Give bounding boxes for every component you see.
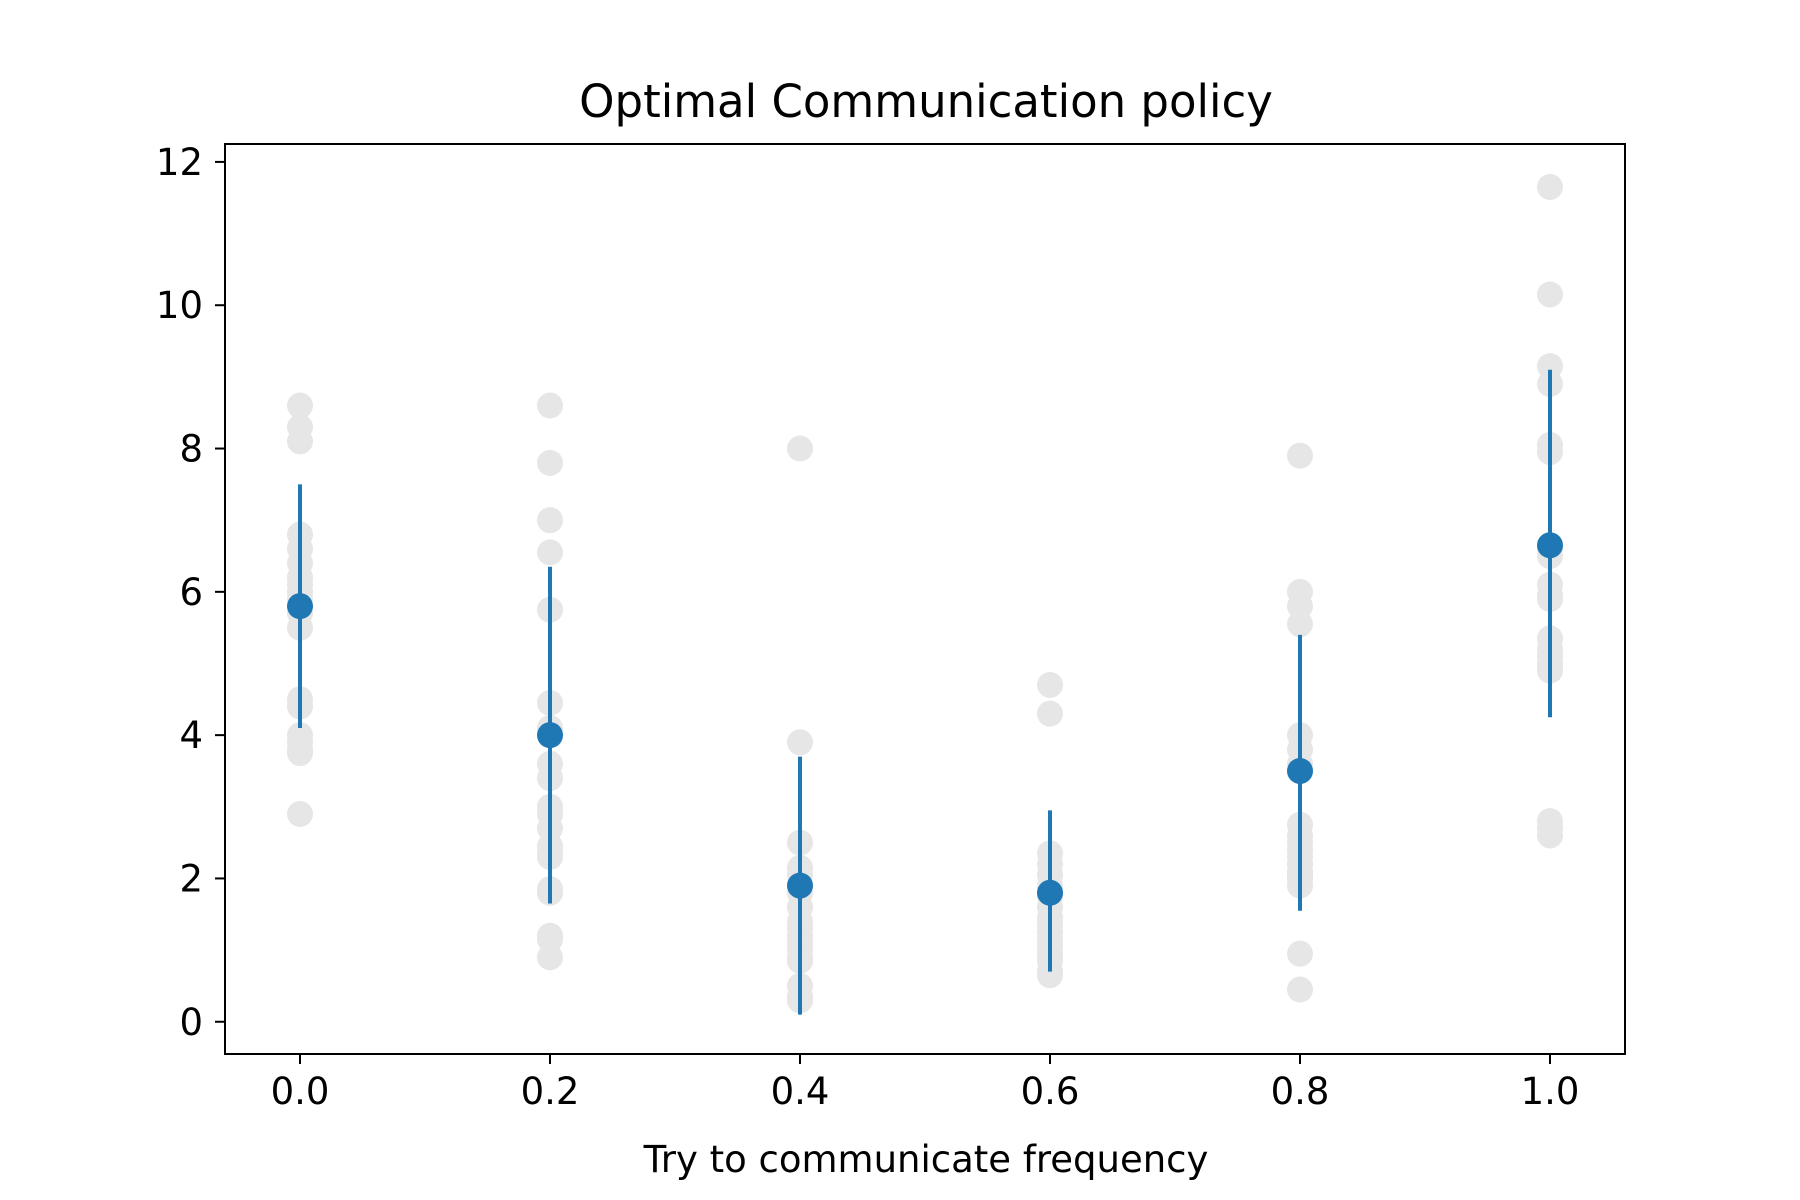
raw-point (1287, 611, 1313, 638)
mean-point (1037, 879, 1063, 906)
raw-point (537, 944, 563, 971)
raw-point (1287, 442, 1313, 469)
raw-point (1537, 173, 1563, 200)
x-tick-label: 0.8 (1271, 1070, 1330, 1113)
y-tick-label: 4 (179, 714, 203, 757)
plot-frame (224, 143, 1626, 1055)
raw-point (537, 926, 563, 953)
raw-point (287, 740, 313, 767)
chart-title: Optimal Communication policy (579, 75, 1273, 128)
raw-point (287, 428, 313, 455)
axes-layer: 0.0 0.2 0.4 0.6 0.8 1.0 0 2 4 6 8 10 12 (156, 141, 1580, 1113)
raw-point (537, 539, 563, 566)
y-tick-label: 8 (179, 428, 203, 471)
mean-points-layer (287, 532, 1563, 906)
mean-point (1537, 532, 1563, 559)
x-tick-label: 0.2 (521, 1070, 580, 1113)
raw-point (1537, 353, 1563, 380)
mean-point (537, 722, 563, 749)
y-tick-label: 2 (179, 857, 203, 900)
mean-point (287, 593, 313, 620)
raw-point (787, 435, 813, 462)
raw-point (1537, 822, 1563, 849)
mean-point (1287, 757, 1313, 784)
raw-point (537, 507, 563, 534)
raw-point (1037, 671, 1063, 698)
raw-point (1287, 593, 1313, 620)
raw-point (1037, 962, 1063, 989)
raw-point (287, 800, 313, 827)
x-tick-label: 0.6 (1021, 1070, 1080, 1113)
x-tick-label: 0.4 (771, 1070, 830, 1113)
x-axis-label: Try to communicate frequency (643, 1138, 1209, 1181)
raw-point (1037, 700, 1063, 727)
raw-point (1287, 940, 1313, 967)
mean-point (787, 872, 813, 899)
x-tick-label: 1.0 (1521, 1070, 1580, 1113)
raw-point (537, 449, 563, 476)
y-tick-label: 12 (156, 141, 203, 184)
y-tick-label: 6 (179, 571, 203, 614)
raw-point (287, 392, 313, 419)
raw-point (1537, 281, 1563, 308)
raw-point (787, 729, 813, 756)
y-tick-label: 0 (179, 1001, 203, 1044)
y-tick-label: 10 (156, 284, 203, 327)
raw-point (537, 392, 563, 419)
raw-point (1287, 976, 1313, 1003)
x-tick-label: 0.0 (271, 1070, 330, 1113)
